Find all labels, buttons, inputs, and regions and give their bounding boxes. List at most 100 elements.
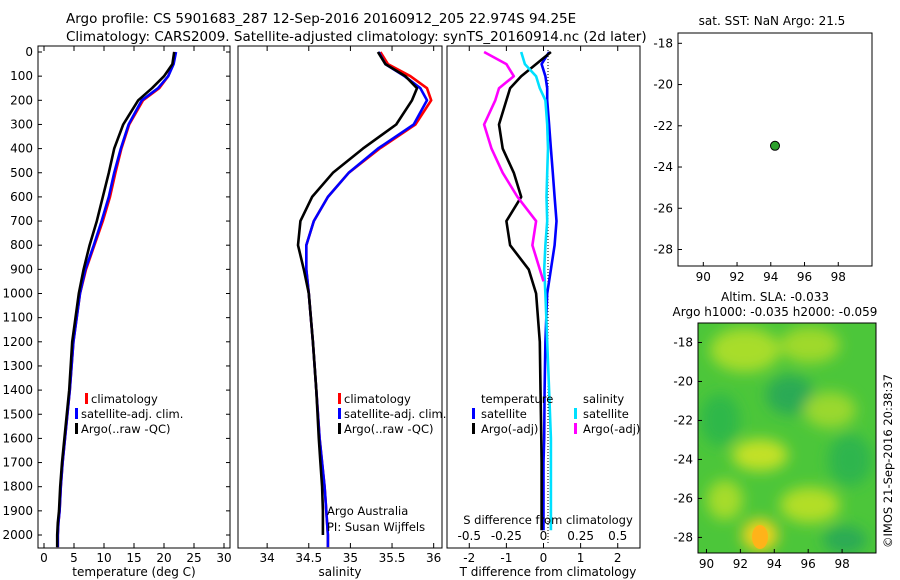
legend-swatch-satellite <box>75 408 78 419</box>
legend-label-climatology: climatology <box>91 392 158 406</box>
map-xtick-label: 96 <box>797 270 812 284</box>
legend-swatch-argo <box>75 423 78 434</box>
temperature-xticks: 0 5 10 15 20 25 30 <box>40 46 232 565</box>
ytick-label: 400 <box>10 142 33 156</box>
sla-panel: Altim. SLA: -0.033 Argo h1000: -0.035 h2… <box>673 290 878 571</box>
map-xtick-label: 98 <box>831 270 846 284</box>
location-panel: sat. SST: NaN Argo: 21.5 90 92 94 96 98 -18 -2… <box>653 14 873 284</box>
salinity-difference-xticks: -0.5 -0.25 0 0.25 0.5 <box>458 529 628 543</box>
legend-swatch-climatology <box>85 393 88 404</box>
series-line-temperature-2 <box>55 51 176 548</box>
legend-label-s-argo: Argo(-adj) <box>583 422 640 436</box>
series-line-difference-1 <box>497 50 552 531</box>
ytick-label: 500 <box>10 166 33 180</box>
legend-temperature-header: temperature <box>481 392 553 406</box>
series-line-salinity-2 <box>296 51 419 535</box>
map-ytick-label: -18 <box>653 36 673 50</box>
map-ytick-label: -24 <box>673 452 693 466</box>
salinity-xticks: 34 34.5 35 35.5 36 <box>260 46 441 565</box>
ytick-label: 1200 <box>2 335 33 349</box>
map-ytick-label: -26 <box>673 491 693 505</box>
s-difference-label: S difference from climatology <box>463 513 633 527</box>
location-points <box>770 140 780 151</box>
xtick-label-salinity: 0.25 <box>567 529 594 543</box>
xtick-label: 34.5 <box>295 551 322 565</box>
xtick-label: 25 <box>186 551 201 565</box>
sla-title: Altim. SLA: -0.033 <box>721 290 829 304</box>
map-ytick-label: -20 <box>673 374 693 388</box>
map-xtick-label: 92 <box>729 270 744 284</box>
map-xtick-label: 96 <box>801 557 816 571</box>
xtick-label: -1 <box>500 551 512 565</box>
ytick-label: 1500 <box>2 407 33 421</box>
difference-legend: temperature salinity satellite Argo(-adj… <box>472 392 640 436</box>
sla-ticks: 90 92 94 96 98 -18 -20 -22 -24 -26 -28 <box>673 335 849 571</box>
temperature-panel: 0 5 10 15 20 25 30 010020030040050060070080090… <box>2 45 640 579</box>
legend-label-argo: Argo(..raw -QC) <box>344 422 434 436</box>
map-ytick-label: -24 <box>653 160 673 174</box>
sla-subtitle: Argo h1000: -0.035 h2000: -0.059 <box>673 305 878 319</box>
temperature-axes <box>37 45 231 549</box>
map-ytick-label: -22 <box>653 119 673 133</box>
ytick-label: 1800 <box>2 480 33 494</box>
ytick-label: 1600 <box>2 431 33 445</box>
xtick-label: -2 <box>463 551 475 565</box>
temperature-legend: climatology satellite-adj. clim. Argo(..… <box>75 392 183 436</box>
xtick-label-salinity: -0.25 <box>491 529 522 543</box>
legend-swatch-t-satellite <box>472 408 475 419</box>
legend-label-climatology: climatology <box>344 392 411 406</box>
ytick-label: 1100 <box>2 311 33 325</box>
xtick-label: 2 <box>614 551 622 565</box>
map-xtick-label: 90 <box>699 557 714 571</box>
legend-swatch-satellite <box>338 408 341 419</box>
legend-label-t-argo: Argo(-adj) <box>481 422 538 436</box>
series-line-difference-2 <box>519 51 553 531</box>
legend-salinity-header: salinity <box>583 392 624 406</box>
map-ytick-label: -28 <box>653 243 673 257</box>
series-line-difference-0 <box>540 51 558 531</box>
ytick-label: 600 <box>10 190 33 204</box>
ytick-label: 100 <box>10 69 33 83</box>
ytick-label: 200 <box>10 93 33 107</box>
map-ytick-label: -28 <box>673 530 693 544</box>
xtick-label-salinity: 0.5 <box>608 529 627 543</box>
legend-label-satellite: satellite-adj. clim. <box>81 407 183 421</box>
ytick-label: 1300 <box>2 359 33 373</box>
xtick-label: 1 <box>577 551 585 565</box>
ytick-label: 1900 <box>2 504 33 518</box>
xtick-label-salinity: 0 <box>540 529 548 543</box>
ytick-label: 2000 <box>2 528 33 542</box>
ytick-label: 0 <box>25 45 33 59</box>
legend-label-satellite: satellite-adj. clim. <box>344 407 446 421</box>
xtick-label: 10 <box>96 551 111 565</box>
map-xtick-label: 94 <box>767 557 782 571</box>
map-xtick-label: 90 <box>696 270 711 284</box>
ytick-label: 1700 <box>2 456 33 470</box>
series-line-salinity-1 <box>304 51 429 548</box>
map-xtick-label: 94 <box>763 270 778 284</box>
argo-australia-label: Argo Australia <box>327 504 408 518</box>
legend-label-argo: Argo(..raw -QC) <box>81 422 171 436</box>
difference-panel: -2 -1 0 1 2 -0.5 -0.25 0 0.25 0.5 S difference f… <box>446 45 641 579</box>
location-ticks: 90 92 94 96 98 -18 -20 -22 -24 -26 -28 <box>653 36 846 284</box>
xtick-label: 0 <box>40 551 48 565</box>
salinity-lines <box>296 51 433 548</box>
xtick-label: 35 <box>343 551 358 565</box>
pi-label: PI: Susan Wijffels <box>327 520 425 534</box>
xtick-label: 34 <box>260 551 275 565</box>
xtick-label: 36 <box>426 551 441 565</box>
ytick-label: 1000 <box>2 287 33 301</box>
xtick-label: 30 <box>216 551 231 565</box>
legend-swatch-s-satellite <box>574 408 577 419</box>
ytick-label: 1400 <box>2 383 33 397</box>
sla-high-anomaly <box>752 525 768 549</box>
temperature-xlabel: temperature (deg C) <box>72 565 195 579</box>
salinity-panel: 34 34.5 35 35.5 36 salinity climatology sate… <box>237 45 446 579</box>
map-xtick-label: 92 <box>733 557 748 571</box>
legend-swatch-argo <box>338 423 341 434</box>
difference-xticks: -2 -1 0 1 2 <box>463 46 622 565</box>
xtick-label: 15 <box>126 551 141 565</box>
t-difference-xlabel: T difference from climatology <box>459 565 637 579</box>
legend-label-t-satellite: satellite <box>481 407 527 421</box>
